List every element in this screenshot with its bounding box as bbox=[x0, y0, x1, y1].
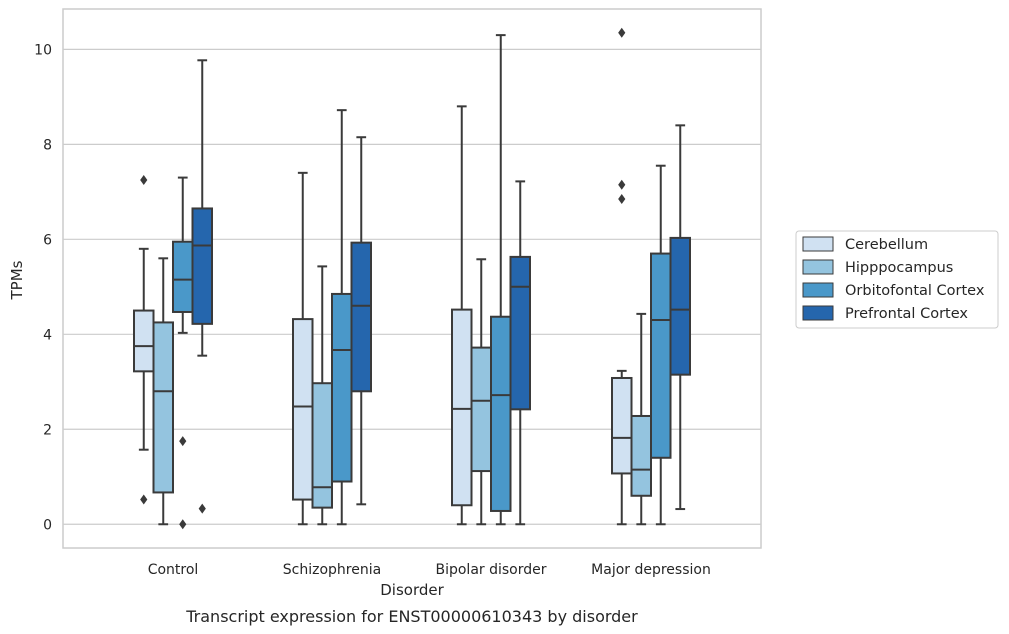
x-axis-title: Disorder bbox=[380, 581, 444, 599]
box-element bbox=[650, 164, 672, 526]
outlier-marker bbox=[618, 179, 626, 190]
series-group bbox=[172, 34, 672, 530]
x-tick-label: Major depression bbox=[591, 562, 711, 578]
box-element bbox=[509, 180, 531, 526]
box-element bbox=[191, 59, 213, 514]
series-group bbox=[152, 257, 652, 526]
legend-frame bbox=[795, 230, 999, 329]
legend-swatch bbox=[802, 282, 834, 298]
y-tick-label: 4 bbox=[43, 327, 52, 343]
box-element bbox=[350, 136, 372, 506]
legend-label: Orbitofontal Cortex bbox=[845, 283, 985, 299]
outlier-marker bbox=[140, 174, 148, 185]
box-iqr bbox=[331, 292, 353, 483]
box-iqr bbox=[152, 321, 174, 494]
box-iqr bbox=[133, 309, 155, 373]
y-tick-label: 10 bbox=[34, 42, 52, 58]
y-axis-title: TPMs bbox=[8, 260, 26, 300]
legend-label: Cerebellum bbox=[845, 237, 928, 253]
series-group bbox=[133, 27, 633, 526]
outlier-marker bbox=[140, 494, 148, 505]
plot-frame bbox=[62, 8, 762, 549]
legend-items: Cerebellum Hipppocampus Orbitofontal Corte… bbox=[802, 236, 985, 322]
y-tick-label: 8 bbox=[43, 137, 52, 153]
box-element bbox=[133, 174, 155, 505]
x-tick-label: Bipolar disorder bbox=[435, 562, 546, 578]
outlier-marker bbox=[179, 519, 187, 530]
legend-swatch bbox=[802, 305, 834, 321]
box-element bbox=[331, 109, 353, 526]
box-iqr bbox=[292, 318, 314, 501]
box-element bbox=[630, 312, 652, 526]
box-iqr bbox=[611, 376, 633, 475]
outlier-marker bbox=[198, 503, 206, 514]
x-axis-ticks: Control Schizophrenia Bipolar disorder Majo… bbox=[148, 562, 711, 578]
box-element bbox=[470, 258, 492, 526]
y-tick-label: 6 bbox=[43, 232, 52, 248]
box-iqr bbox=[451, 308, 473, 507]
box-iqr bbox=[509, 255, 531, 411]
box-iqr bbox=[470, 346, 492, 473]
y-tick-label: 2 bbox=[43, 422, 52, 438]
box-iqr bbox=[630, 414, 652, 497]
box-iqr bbox=[490, 315, 512, 512]
legend-label: Prefrontal Cortex bbox=[845, 306, 968, 322]
box-iqr bbox=[350, 241, 372, 393]
y-axis-ticks: 0 2 4 6 8 10 bbox=[34, 42, 52, 533]
outlier-marker bbox=[618, 27, 626, 38]
legend: Cerebellum Hipppocampus Orbitofontal Corte… bbox=[795, 230, 999, 329]
box-element bbox=[451, 105, 473, 526]
box-series bbox=[133, 27, 691, 530]
box-iqr bbox=[311, 382, 333, 509]
box-iqr bbox=[172, 240, 194, 313]
legend-swatch bbox=[802, 259, 834, 275]
box-element bbox=[311, 265, 333, 526]
box-element bbox=[152, 257, 174, 526]
legend-swatch bbox=[802, 236, 834, 252]
legend-label: Hipppocampus bbox=[845, 260, 953, 276]
chart-caption: Transcript expression for ENST0000061034… bbox=[185, 607, 638, 626]
box-iqr bbox=[191, 207, 213, 325]
outlier-marker bbox=[179, 436, 187, 447]
outlier-marker bbox=[618, 193, 626, 204]
series-group bbox=[191, 59, 691, 526]
x-tick-label: Schizophrenia bbox=[283, 562, 381, 578]
box-iqr bbox=[669, 236, 691, 376]
box-element bbox=[669, 124, 691, 511]
box-element bbox=[490, 34, 512, 526]
box-iqr bbox=[650, 252, 672, 459]
y-tick-label: 0 bbox=[43, 517, 52, 533]
box-element bbox=[611, 27, 633, 526]
x-tick-label: Control bbox=[148, 562, 199, 578]
